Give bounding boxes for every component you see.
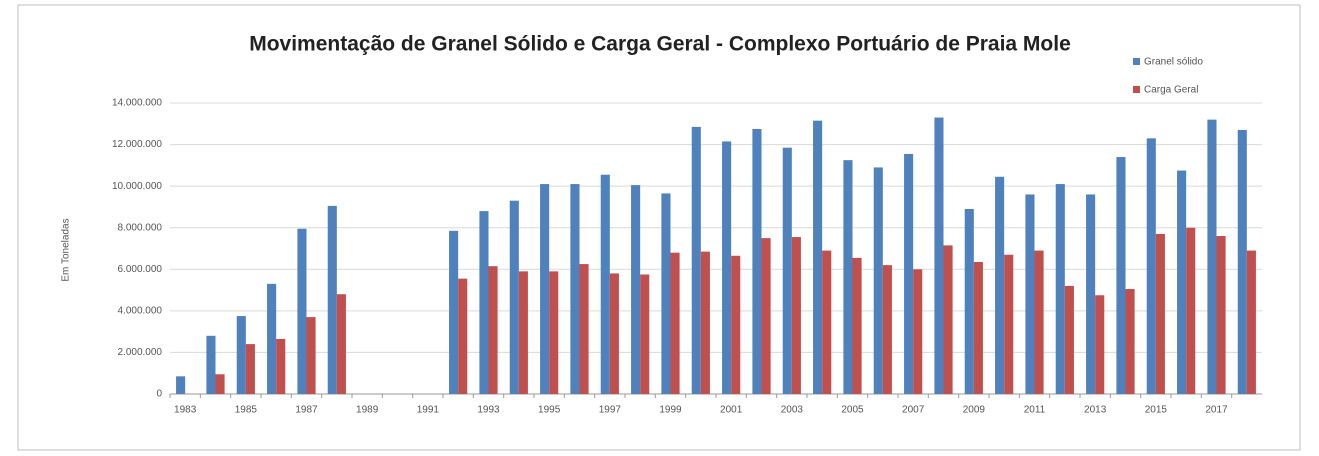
bar — [458, 278, 468, 394]
bar — [449, 230, 459, 394]
bar — [1034, 250, 1044, 394]
x-tick-label: 2005 — [841, 405, 864, 416]
bar — [1186, 227, 1196, 394]
x-tick-label: 1997 — [599, 405, 622, 416]
x-tick-label: 1989 — [356, 405, 379, 416]
bar — [640, 274, 650, 394]
bar — [843, 160, 853, 394]
x-tick-label: 1993 — [477, 405, 500, 416]
bar — [518, 271, 528, 394]
x-tick-label: 2009 — [963, 405, 986, 416]
bar — [1055, 184, 1065, 394]
bar — [267, 283, 277, 394]
bar — [1177, 170, 1187, 394]
bar — [176, 376, 186, 394]
x-tick-label: 1995 — [538, 405, 561, 416]
bar — [943, 245, 953, 394]
bar — [631, 185, 641, 394]
bar — [934, 117, 944, 395]
bar — [1086, 194, 1096, 394]
bar — [327, 205, 337, 394]
bar — [964, 209, 974, 394]
bar — [297, 228, 307, 394]
bar — [904, 153, 914, 394]
bar — [691, 126, 701, 395]
bar — [1095, 295, 1105, 394]
bar — [700, 251, 710, 394]
bar — [306, 317, 316, 394]
y-tick-label: 12.000.000 — [112, 139, 162, 150]
bar — [236, 316, 246, 394]
y-tick-label: 6.000.000 — [118, 264, 163, 275]
bar — [670, 252, 680, 394]
bar — [600, 174, 610, 394]
x-tick-label: 1987 — [295, 405, 318, 416]
bar — [1246, 250, 1256, 394]
bar — [1155, 233, 1165, 394]
x-tick-label: 2007 — [902, 405, 925, 416]
x-tick-label: 1983 — [174, 405, 197, 416]
y-tick-label: 8.000.000 — [118, 222, 163, 233]
bar — [882, 265, 892, 394]
x-tick-label: 2001 — [720, 405, 743, 416]
x-tick-label: 2011 — [1024, 405, 1046, 416]
bar — [995, 176, 1005, 394]
y-tick-label: 14.000.000 — [112, 98, 162, 109]
bar — [752, 128, 762, 394]
x-tick-label: 2015 — [1145, 405, 1168, 416]
bar — [1025, 194, 1035, 394]
bar — [1216, 236, 1226, 394]
y-tick-label: 4.000.000 — [118, 305, 163, 316]
bar — [206, 335, 216, 394]
x-tick-label: 2017 — [1205, 405, 1228, 416]
bar — [1237, 130, 1247, 394]
bar — [1064, 285, 1074, 394]
bar — [1207, 119, 1217, 394]
bar — [549, 271, 559, 394]
legend-swatch — [1133, 86, 1140, 93]
bar — [913, 269, 923, 394]
bar — [1146, 138, 1156, 394]
bar — [245, 344, 255, 394]
bar — [1125, 289, 1135, 394]
legend-label: Carga Geral — [1144, 85, 1198, 96]
legend-label: Granel sólido — [1144, 57, 1203, 68]
bar — [822, 250, 832, 394]
bar — [661, 193, 671, 394]
x-tick-label: 2013 — [1084, 405, 1107, 416]
x-tick-label: 1999 — [659, 405, 682, 416]
x-tick-label: 2003 — [781, 405, 804, 416]
y-tick-label: 0 — [156, 389, 162, 400]
chart-title: Movimentação de Granel Sólido e Carga Ge… — [249, 33, 1071, 56]
x-tick-label: 1991 — [417, 405, 440, 416]
bar — [509, 200, 519, 394]
bar — [813, 120, 823, 395]
bar — [973, 262, 983, 394]
bar — [336, 294, 346, 394]
bar — [791, 237, 801, 394]
bar — [276, 338, 286, 394]
bar — [488, 266, 498, 394]
bar — [722, 141, 732, 394]
bar — [570, 184, 580, 394]
bar — [873, 167, 883, 394]
bar — [761, 238, 771, 394]
x-tick-label: 1985 — [235, 405, 258, 416]
bar — [731, 255, 741, 394]
bar — [579, 264, 589, 394]
bar — [215, 374, 225, 394]
bar — [540, 184, 550, 394]
bar — [1004, 254, 1014, 394]
y-axis-label: Em Toneladas — [61, 218, 72, 281]
bar — [1116, 157, 1126, 394]
legend-swatch — [1133, 58, 1140, 65]
y-tick-label: 2.000.000 — [118, 347, 163, 358]
bar — [609, 273, 619, 394]
y-tick-label: 10.000.000 — [112, 181, 162, 192]
bar — [782, 147, 792, 394]
bar — [852, 257, 862, 394]
bar — [479, 211, 489, 394]
